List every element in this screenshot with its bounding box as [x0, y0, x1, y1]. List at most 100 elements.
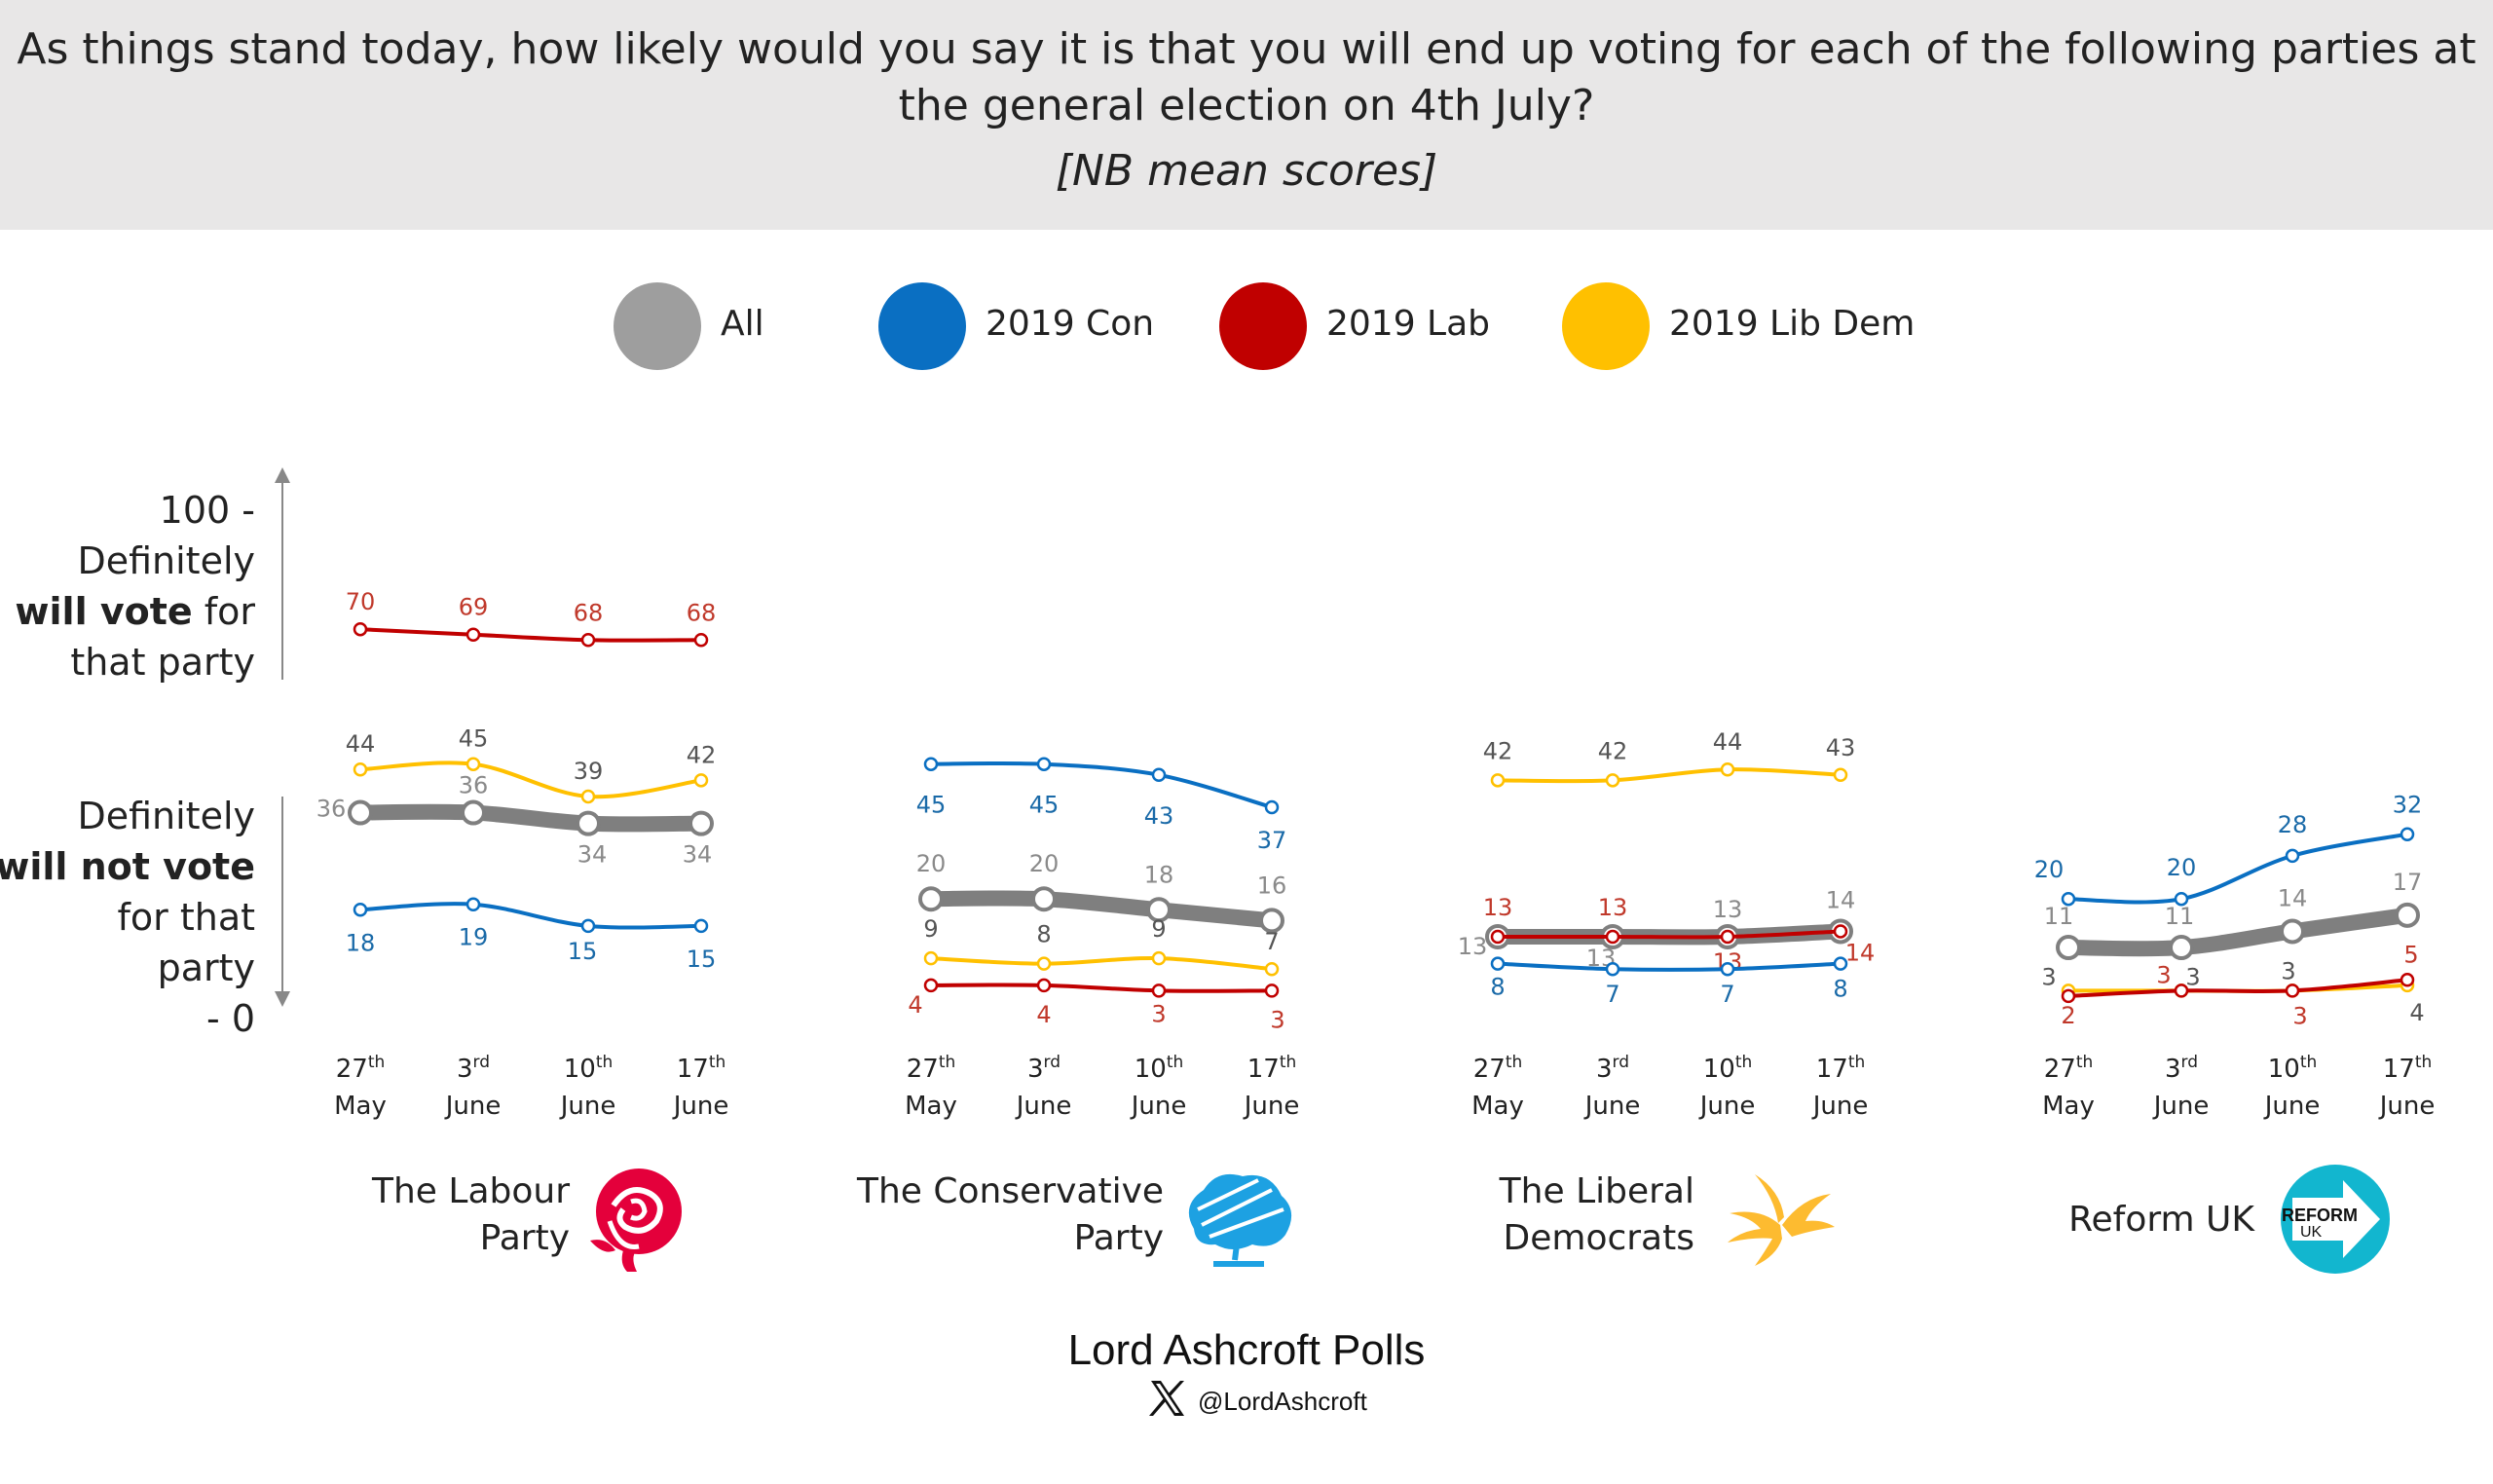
- x-tick-label-day: 10th: [564, 1053, 614, 1084]
- data-label-all: 17: [2393, 869, 2423, 896]
- legend-swatch-all: [614, 282, 701, 370]
- data-point-all: [348, 799, 373, 826]
- party-label-libdem: The Liberal Democrats: [1461, 1169, 1694, 1262]
- data-label-2019-con: 45: [1029, 792, 1060, 819]
- data-label-2019-lib-dem: 45: [459, 725, 489, 753]
- data-point-2019-con: [2174, 891, 2189, 907]
- x-tick-label-day: 17th: [2383, 1053, 2433, 1084]
- series-line-2019-con: [2066, 832, 2409, 905]
- series-line-all: [2061, 907, 2415, 957]
- data-point-2019-con: [1151, 767, 1167, 783]
- party-label-labour-line2: Party: [479, 1218, 570, 1258]
- data-point-all: [2395, 902, 2420, 928]
- x-tick-label-month: May: [2042, 1092, 2095, 1121]
- data-label-2019-lab: 2: [2061, 1002, 2075, 1029]
- legend-label-2019-con: 2019 Con: [986, 304, 1155, 344]
- data-point-2019-lab: [1151, 983, 1167, 998]
- series-line-2019-con: [929, 761, 1274, 810]
- series-line-2019-lab: [1496, 929, 1842, 940]
- x-tick-label-month: June: [559, 1092, 616, 1121]
- data-point-all: [461, 799, 486, 826]
- x-tick-label-day: 3rd: [1027, 1053, 1060, 1084]
- data-point-2019-lab: [923, 978, 939, 993]
- y-axis-arrow: [275, 467, 290, 1007]
- legend-label-all: All: [721, 304, 764, 344]
- data-label-2019-con: 28: [2278, 811, 2308, 838]
- data-label-2019-con: 18: [346, 929, 376, 956]
- data-label-2019-con: 8: [1490, 974, 1505, 1001]
- y-axis-bottom-value: - 0: [206, 997, 255, 1040]
- y-axis-bottom-line1: Definitely: [77, 795, 255, 837]
- reform-logo-subtext: UK: [2300, 1224, 2323, 1241]
- x-tick-label-month: May: [1471, 1092, 1524, 1121]
- data-label-2019-con: 20: [2034, 856, 2065, 883]
- legend-label-2019-lib-dem: 2019 Lib Dem: [1669, 304, 1916, 344]
- data-point-2019-lab: [465, 627, 481, 642]
- data-point-2019-con: [465, 897, 481, 911]
- series-line-2019-con: [358, 902, 703, 930]
- reform-logo-text: REFORM: [2282, 1206, 2358, 1225]
- data-point-2019-lab: [2061, 988, 2076, 1004]
- x-tick-label-month: May: [905, 1092, 957, 1121]
- data-point-2019-con: [2061, 891, 2076, 907]
- series-line-all: [353, 803, 709, 833]
- data-label-all: 14: [2278, 884, 2308, 911]
- party-label-labour-line1: The Labour: [371, 1171, 570, 1211]
- data-point-all: [576, 810, 601, 836]
- x-tick-label-month: June: [1015, 1092, 1072, 1121]
- x-tick-label-month: June: [1583, 1092, 1641, 1121]
- data-point-2019-lib-dem: [693, 773, 709, 788]
- party-label-reform: Reform UK: [2068, 1200, 2254, 1240]
- y-axis-bottom-line4: party: [157, 946, 255, 989]
- x-tick-label-month: June: [1698, 1092, 1756, 1121]
- data-point-2019-con: [1036, 757, 1052, 771]
- y-axis-top-bold: will vote: [15, 590, 193, 633]
- legend-label-2019-lab: 2019 Lab: [1326, 304, 1491, 344]
- footer-handle-text: @LordAshcroft: [1198, 1387, 1367, 1416]
- data-point-2019-con: [1720, 961, 1735, 977]
- data-point-2019-lab: [2400, 973, 2415, 987]
- y-axis-top-line3: that party: [70, 641, 255, 684]
- x-tick-label-day: 17th: [677, 1053, 726, 1084]
- data-point-2019-lab: [1490, 929, 1506, 945]
- data-label-2019-con: 37: [1257, 827, 1287, 854]
- data-label-all: 20: [916, 850, 947, 877]
- data-label-all: 11: [2165, 903, 2195, 930]
- data-label-2019-lib-dem: 44: [346, 730, 376, 758]
- x-tick-label-day: 27th: [1473, 1053, 1523, 1084]
- x-tick-label-day: 27th: [907, 1053, 956, 1084]
- data-point-2019-con: [693, 918, 709, 934]
- data-label-2019-con: 32: [2393, 792, 2423, 819]
- data-point-all: [1259, 908, 1284, 934]
- series-line-2019-lab: [929, 983, 1274, 993]
- y-axis-top-line1: Definitely: [77, 539, 255, 582]
- reform-uk-logo: REFORM UK: [2281, 1165, 2390, 1274]
- conservative-tree-logo: [1188, 1173, 1292, 1267]
- x-tick-label-day: 3rd: [2165, 1053, 2198, 1084]
- data-point-2019-lab: [1264, 983, 1280, 998]
- data-point-2019-lib-dem: [1605, 773, 1620, 788]
- data-label-2019-con: 15: [687, 946, 717, 973]
- x-tick-label-month: June: [2263, 1092, 2321, 1121]
- y-axis-bottom-label: Definitely will not vote for that party …: [0, 791, 255, 1044]
- x-tick-label-month: June: [2152, 1092, 2210, 1121]
- data-label-2019-con: 8: [1833, 976, 1847, 1003]
- data-point-2019-lib-dem: [1720, 761, 1735, 777]
- data-point-2019-lib-dem: [1151, 950, 1167, 966]
- y-axis-bottom-bold: will not vote: [0, 845, 255, 888]
- data-label-all: 36: [459, 772, 489, 799]
- data-label-2019-lab: 4: [1036, 1001, 1051, 1028]
- data-label-2019-lib-dem: 3: [2281, 957, 2295, 984]
- data-label-all: 13: [1713, 896, 1743, 923]
- data-point-all: [2169, 935, 2194, 961]
- x-tick-label-day: 27th: [336, 1053, 386, 1084]
- data-point-2019-lab: [1720, 929, 1735, 945]
- data-label-2019-lab: 3: [1151, 1000, 1166, 1027]
- data-label-2019-lib-dem: 3: [2185, 963, 2200, 990]
- data-label-all: 20: [1029, 850, 1060, 877]
- x-tick-label-day: 17th: [1816, 1053, 1866, 1084]
- footer-title: Lord Ashcroft Polls: [1067, 1326, 1426, 1374]
- data-point-2019-con: [1490, 956, 1506, 971]
